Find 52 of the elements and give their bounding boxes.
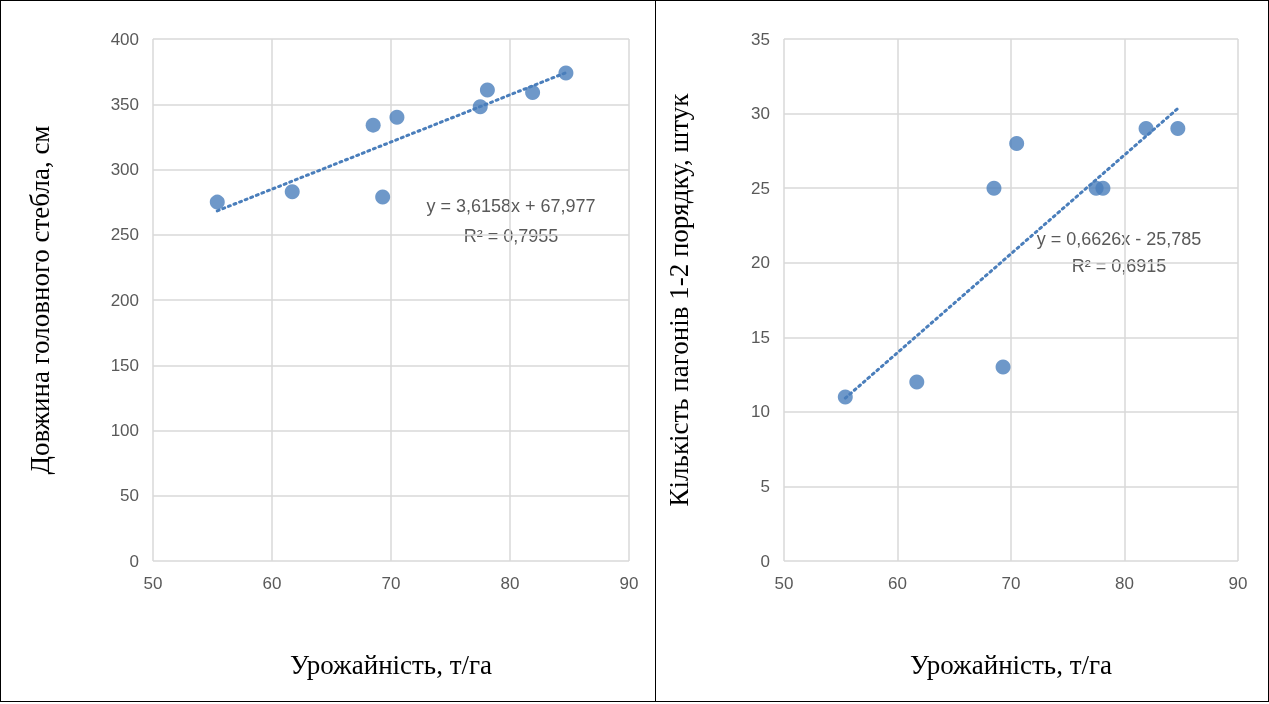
point [472,99,488,115]
point [986,180,1002,196]
y-axis-title: Кількість пагонів 1-2 порядку, штук [663,92,694,507]
x-tick-label: 50 [774,574,794,593]
x-axis-title: Урожайність, т/га [909,649,1113,680]
point [1009,135,1025,151]
y-tick-label: 150 [110,355,139,375]
annotation: R² = 0,7955 [463,226,559,246]
x-axis-title: Урожайність, т/га [289,649,493,680]
y-tick-label: 350 [110,94,139,114]
x-tick-label: 60 [262,574,282,593]
x-tick-label: 90 [1228,574,1248,593]
x-tick-label: 80 [1115,574,1134,593]
y-tick-label: 200 [110,290,139,310]
point [995,359,1011,375]
y-tick-label: 25 [751,178,770,198]
point [558,65,574,81]
y-tick-label: 5 [760,476,770,496]
point [837,389,853,405]
y-tick-label: 0 [129,551,139,571]
y-tick-label: 50 [120,486,139,506]
y-tick-label: 30 [751,104,770,124]
point [365,117,381,133]
y-tick-label: 20 [751,253,770,273]
annotation: R² = 0,6915 [1071,256,1167,276]
point [479,82,495,98]
point [1095,180,1111,196]
point [909,374,925,390]
y-tick-label: 250 [110,225,139,245]
y-tick-label: 35 [751,29,770,49]
y-tick-label: 100 [110,421,139,440]
point [389,109,405,125]
x-tick-label: 60 [888,574,907,593]
point [284,184,300,200]
x-tick-label: 80 [500,574,520,593]
point [1170,120,1186,136]
y-tick-label: 0 [760,551,770,571]
point [1138,120,1154,136]
y-axis-title: Довжина головного стебла, см [24,125,55,475]
y-tick-label: 10 [751,402,770,422]
x-tick-label: 50 [143,574,163,593]
y-tick-label: 300 [110,160,139,179]
x-tick-label: 70 [381,574,401,593]
y-tick-label: 15 [751,327,770,347]
x-tick-label: 70 [1001,574,1021,593]
annotation: y = 3,6158x + 67,977 [426,196,596,216]
point [375,189,391,205]
y-tick-label: 400 [110,29,139,49]
point [525,85,541,100]
point [209,194,225,210]
x-tick-label: 90 [619,574,639,593]
annotation: y = 0,6626x - 25,785 [1036,229,1202,249]
